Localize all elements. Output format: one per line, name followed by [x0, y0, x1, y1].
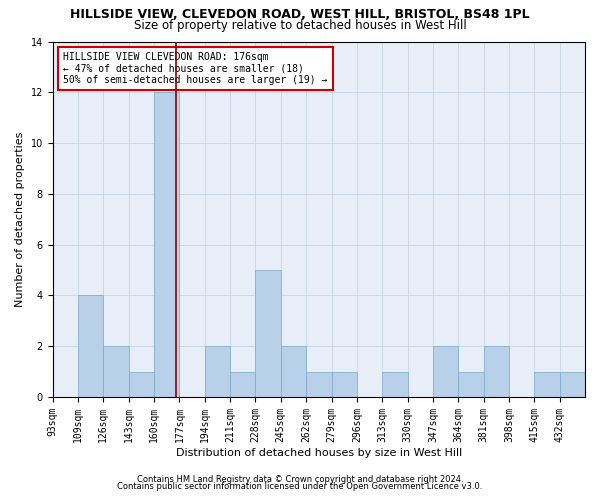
- Text: HILLSIDE VIEW, CLEVEDON ROAD, WEST HILL, BRISTOL, BS48 1PL: HILLSIDE VIEW, CLEVEDON ROAD, WEST HILL,…: [70, 8, 530, 20]
- Text: Contains HM Land Registry data © Crown copyright and database right 2024.: Contains HM Land Registry data © Crown c…: [137, 475, 463, 484]
- Bar: [560, 372, 585, 397]
- Bar: [306, 372, 332, 397]
- Bar: [205, 346, 230, 397]
- Text: Contains public sector information licensed under the Open Government Licence v3: Contains public sector information licen…: [118, 482, 482, 491]
- Bar: [103, 346, 129, 397]
- Bar: [484, 346, 509, 397]
- Bar: [78, 296, 103, 397]
- Text: Size of property relative to detached houses in West Hill: Size of property relative to detached ho…: [134, 18, 466, 32]
- Text: HILLSIDE VIEW CLEVEDON ROAD: 176sqm
← 47% of detached houses are smaller (18)
50: HILLSIDE VIEW CLEVEDON ROAD: 176sqm ← 47…: [63, 52, 328, 86]
- Bar: [230, 372, 256, 397]
- Bar: [281, 346, 306, 397]
- Bar: [256, 270, 281, 397]
- Bar: [129, 372, 154, 397]
- Bar: [382, 372, 407, 397]
- X-axis label: Distribution of detached houses by size in West Hill: Distribution of detached houses by size …: [176, 448, 462, 458]
- Y-axis label: Number of detached properties: Number of detached properties: [15, 132, 25, 307]
- Bar: [535, 372, 560, 397]
- Bar: [458, 372, 484, 397]
- Bar: [332, 372, 357, 397]
- Bar: [433, 346, 458, 397]
- Bar: [154, 92, 179, 397]
